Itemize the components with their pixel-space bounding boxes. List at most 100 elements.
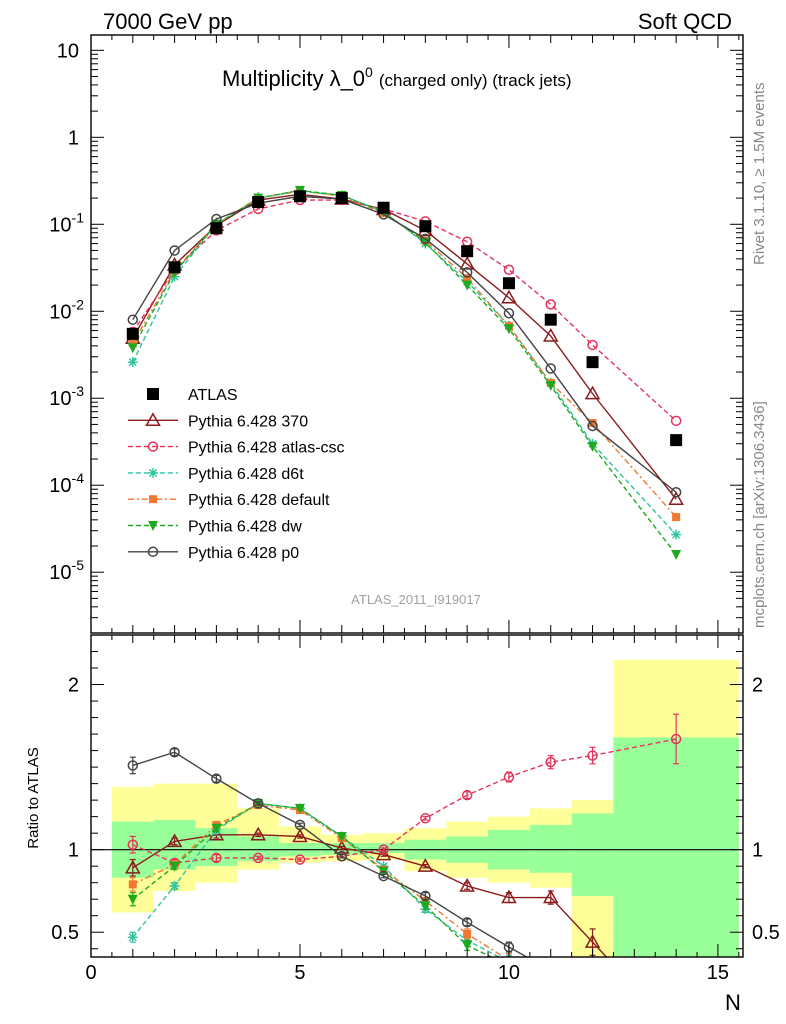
ratio-point-p370-12: [584, 934, 601, 948]
ratio-point-p0-7: [378, 870, 389, 882]
ratio-point-p370-10: [501, 889, 517, 904]
point-atlas-3: [210, 222, 223, 235]
point-atlas-5: [293, 190, 306, 203]
ratio-point-atlascsc-7: [378, 844, 389, 855]
main-ytick-label: 1: [68, 127, 79, 149]
ratio-point-atlascsc-12: [587, 750, 598, 761]
ratio-ytick-label-left: 0.5: [51, 922, 79, 944]
point-atlas-12: [586, 356, 599, 369]
point-default-9: [463, 274, 472, 283]
point-p0-1: [127, 314, 139, 325]
point-atlas-1: [126, 327, 139, 340]
header-right: Soft QCD: [638, 9, 732, 34]
band-inner-13: [613, 737, 739, 957]
legend-item-atlascsc: Pythia 6.428 atlas-csc: [128, 440, 345, 457]
point-p0-9: [461, 267, 473, 278]
ratio-point-p0-4: [252, 798, 264, 809]
ratio-point-p0-8: [420, 890, 431, 902]
legend-marker-atlascsc: [147, 441, 159, 452]
x-tick-label: 15: [707, 962, 729, 984]
point-dw-10: [503, 324, 514, 335]
main-panel-marks: [125, 185, 684, 560]
title-superscript: 0: [365, 64, 373, 80]
point-dw-9: [462, 280, 473, 291]
point-atlascsc-10: [503, 264, 515, 276]
ratio-frame: [90, 634, 744, 958]
point-atlascsc-11: [545, 299, 556, 310]
main-ytick-label: 10-3: [49, 383, 84, 410]
ratio-point-atlascsc-1: [127, 839, 139, 850]
legend: ATLAS Pythia 6.428 370 Pythia 6.428 atlas-…: [128, 387, 345, 562]
point-p0-8: [420, 233, 431, 245]
point-atlas-6: [335, 192, 348, 205]
series-line-p0: [132, 195, 677, 493]
main-frame: [90, 34, 744, 634]
point-atlas-11: [544, 313, 557, 326]
legend-label-atlas: ATLAS: [188, 387, 238, 404]
chart-title: Multiplicity λ_00 (charged only) (track j…: [222, 64, 572, 91]
ratio-point-p370-1: [125, 859, 141, 874]
legend-marker-p0: [147, 546, 159, 558]
ratio-point-atlascsc-3: [211, 852, 222, 864]
legend-label-default: Pythia 6.428 default: [188, 492, 330, 509]
ratio-point-p0-2: [169, 746, 180, 758]
point-atlascsc-13: [670, 415, 682, 427]
rivet-info: Rivet 3.1.10, ≥ 1.5M events: [751, 83, 768, 266]
ratio-point-dw-2: [169, 861, 180, 872]
point-p370-10: [501, 289, 517, 304]
ratio-point-dw-3: [211, 823, 222, 834]
main-ytick-label: 10-2: [49, 296, 84, 323]
ratio-line-d6t: [132, 802, 501, 957]
ratio-panel-marks: [125, 713, 682, 957]
point-atlas-4: [252, 196, 265, 209]
legend-label-atlascsc: Pythia 6.428 atlas-csc: [188, 440, 345, 457]
ratio-ytick-label-left: 1: [68, 840, 79, 862]
mcplots-info: mcplots.cern.ch [arXiv:1306.3436]: [751, 401, 768, 628]
ratio-point-dw-6: [336, 831, 347, 842]
band-inner-11: [529, 824, 572, 873]
legend-marker-atlas: [147, 388, 159, 400]
point-p0-2: [169, 245, 180, 256]
axes: 10-5 10-4 10-3 10-2 10-1 1 10 0 5 10 15 0.5 0.5 1 1 2 2: [49, 34, 780, 984]
ratio-point-p370-11: [542, 889, 559, 904]
ratio-point-p0-6: [336, 851, 348, 862]
point-p370-13: [668, 491, 684, 505]
x-tick-label: 0: [85, 962, 96, 984]
ratio-point-p0-1: [127, 760, 139, 771]
point-dw-12: [587, 441, 598, 452]
main-ytick-label: 10-4: [49, 470, 84, 497]
main-ytick-label: 10-5: [49, 557, 84, 584]
legend-label-dw: Pythia 6.428 dw: [188, 519, 302, 536]
ratio-point-atlascsc-9: [461, 789, 473, 801]
ratio-point-p370-4: [250, 826, 266, 841]
legend-marker-dw: [148, 521, 158, 531]
ratio-point-atlascsc-13: [670, 733, 682, 745]
point-p370-11: [542, 327, 559, 342]
point-atlascsc-12: [587, 339, 598, 351]
watermark: ATLAS_2011_I919017: [351, 592, 481, 607]
legend-item-atlas: ATLAS: [147, 387, 238, 404]
ratio-point-p370-9: [459, 877, 475, 892]
point-default-13: [672, 513, 681, 522]
point-p0-13: [670, 487, 682, 498]
point-dw-1: [127, 343, 138, 354]
ratio-point-p370-8: [417, 858, 434, 872]
legend-label-p0: Pythia 6.428 p0: [188, 545, 299, 562]
ratio-y-axis-label: Ratio to ATLAS: [25, 747, 42, 848]
x-axis-label: N: [725, 990, 741, 1015]
ratio-point-atlascsc-5: [294, 854, 306, 865]
point-dw-13: [671, 549, 682, 560]
legend-label-p370: Pythia 6.428 370: [188, 413, 308, 430]
ratio-point-p0-5: [294, 819, 306, 831]
ratio-point-p370-7: [375, 846, 392, 861]
ratio-point-p0-3: [211, 773, 222, 784]
ratio-point-d6t-1: [127, 932, 138, 943]
band-inner-12: [571, 813, 614, 896]
x-tick-label: 5: [294, 962, 305, 984]
legend-marker-d6t: [148, 467, 158, 478]
point-atlas-9: [461, 245, 474, 258]
point-dw-11: [545, 381, 556, 392]
point-default-12: [588, 418, 597, 427]
point-d6t-13: [671, 529, 682, 540]
